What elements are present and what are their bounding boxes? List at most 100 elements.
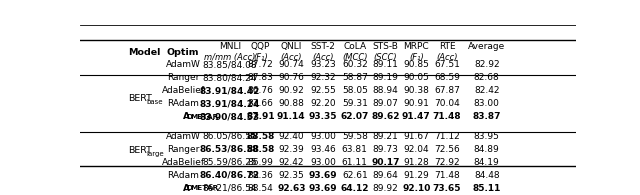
Text: 92.10: 92.10	[402, 184, 431, 193]
Text: 91.14: 91.14	[277, 113, 306, 121]
Text: 86.76: 86.76	[248, 86, 273, 95]
Text: RTE: RTE	[439, 42, 455, 51]
Text: 89.92: 89.92	[372, 184, 399, 193]
Text: 60.32: 60.32	[342, 60, 367, 69]
Text: 84.19: 84.19	[474, 158, 500, 167]
Text: 92.39: 92.39	[278, 144, 304, 154]
Text: 89.07: 89.07	[372, 99, 399, 108]
Text: 83.90/84.53: 83.90/84.53	[200, 113, 260, 121]
Text: 92.63: 92.63	[277, 184, 305, 193]
Text: 92.42: 92.42	[278, 158, 304, 167]
Text: A: A	[183, 113, 190, 121]
Text: 73.65: 73.65	[433, 184, 461, 193]
Text: MNLI: MNLI	[219, 42, 241, 51]
Text: large: large	[147, 151, 164, 157]
Text: 72.56: 72.56	[434, 144, 460, 154]
Text: 88.58: 88.58	[246, 144, 275, 154]
Text: 90.38: 90.38	[403, 86, 429, 95]
Text: 92.32: 92.32	[310, 73, 336, 82]
Text: 90.92: 90.92	[278, 86, 304, 95]
Text: 90.85: 90.85	[403, 60, 429, 69]
Text: base: base	[147, 99, 163, 105]
Text: RAdam: RAdam	[167, 171, 199, 180]
Text: 85.59/86.25: 85.59/86.25	[202, 158, 257, 167]
Text: 90.05: 90.05	[403, 73, 429, 82]
Text: 92.55: 92.55	[310, 86, 336, 95]
Text: (Acc): (Acc)	[312, 53, 334, 62]
Text: SST-2: SST-2	[310, 42, 335, 51]
Text: (F₁): (F₁)	[409, 53, 424, 62]
Text: 89.21: 89.21	[372, 131, 399, 141]
Text: Model: Model	[129, 48, 161, 57]
Text: Ranger: Ranger	[167, 144, 199, 154]
Text: 71.12: 71.12	[434, 131, 460, 141]
Text: 93.69: 93.69	[308, 184, 337, 193]
Text: 83.85/84.08: 83.85/84.08	[202, 60, 257, 69]
Text: D: D	[186, 114, 193, 120]
Text: 68.59: 68.59	[434, 73, 460, 82]
Text: METAR: METAR	[190, 114, 218, 120]
Text: 93.00: 93.00	[310, 158, 336, 167]
Text: 90.76: 90.76	[278, 73, 304, 82]
Text: 90.91: 90.91	[403, 99, 429, 108]
Text: (MCC): (MCC)	[342, 53, 367, 62]
Text: 91.28: 91.28	[403, 158, 429, 167]
Text: (Acc): (Acc)	[436, 53, 458, 62]
Text: 71.48: 71.48	[433, 113, 461, 121]
Text: 91.47: 91.47	[402, 113, 431, 121]
Text: 91.67: 91.67	[403, 131, 429, 141]
Text: BERT: BERT	[129, 94, 152, 103]
Text: Average: Average	[468, 42, 506, 51]
Text: 93.35: 93.35	[308, 113, 337, 121]
Text: 88.58: 88.58	[246, 131, 275, 141]
Text: 58.87: 58.87	[342, 73, 368, 82]
Text: (SCC): (SCC)	[374, 53, 397, 62]
Text: 87.66: 87.66	[248, 99, 273, 108]
Text: 92.40: 92.40	[278, 131, 304, 141]
Text: 62.61: 62.61	[342, 171, 367, 180]
Text: 89.64: 89.64	[372, 171, 399, 180]
Text: 86.53/86.58: 86.53/86.58	[200, 144, 260, 154]
Text: 67.51: 67.51	[434, 60, 460, 69]
Text: 59.31: 59.31	[342, 99, 368, 108]
Text: 59.58: 59.58	[342, 131, 368, 141]
Text: QQP: QQP	[251, 42, 270, 51]
Text: (F₁): (F₁)	[253, 53, 268, 62]
Text: 93.00: 93.00	[310, 131, 336, 141]
Text: Ranger: Ranger	[167, 73, 199, 82]
Text: 85.11: 85.11	[472, 184, 501, 193]
Text: 82.92: 82.92	[474, 60, 500, 69]
Text: CoLA: CoLA	[343, 42, 366, 51]
Text: MRPC: MRPC	[403, 42, 429, 51]
Text: AdaBelief: AdaBelief	[162, 86, 205, 95]
Text: 83.87: 83.87	[472, 113, 501, 121]
Text: 93.69: 93.69	[308, 171, 337, 180]
Text: 86.40/86.72: 86.40/86.72	[200, 171, 260, 180]
Text: 61.11: 61.11	[342, 158, 368, 167]
Text: 72.92: 72.92	[434, 158, 460, 167]
Text: 63.81: 63.81	[342, 144, 368, 154]
Text: METAR: METAR	[190, 185, 218, 191]
Text: 93.46: 93.46	[310, 144, 336, 154]
Text: 88.94: 88.94	[372, 86, 399, 95]
Text: 83.91/84.24: 83.91/84.24	[200, 99, 260, 108]
Text: 82.42: 82.42	[474, 86, 499, 95]
Text: 87.91: 87.91	[246, 113, 275, 121]
Text: 91.29: 91.29	[403, 171, 429, 180]
Text: 86.05/86.55: 86.05/86.55	[202, 131, 257, 141]
Text: 71.48: 71.48	[434, 171, 460, 180]
Text: Optim: Optim	[167, 48, 200, 57]
Text: QNLI: QNLI	[280, 42, 302, 51]
Text: 88.54: 88.54	[248, 184, 273, 193]
Text: 83.95: 83.95	[474, 131, 500, 141]
Text: 92.20: 92.20	[310, 99, 336, 108]
Text: 58.05: 58.05	[342, 86, 368, 95]
Text: AdamW: AdamW	[166, 131, 200, 141]
Text: BERT: BERT	[129, 146, 152, 155]
Text: 88.36: 88.36	[248, 171, 273, 180]
Text: 87.72: 87.72	[248, 60, 273, 69]
Text: 89.11: 89.11	[372, 60, 399, 69]
Text: 90.17: 90.17	[371, 158, 400, 167]
Text: 89.73: 89.73	[372, 144, 399, 154]
Text: 64.12: 64.12	[340, 184, 369, 193]
